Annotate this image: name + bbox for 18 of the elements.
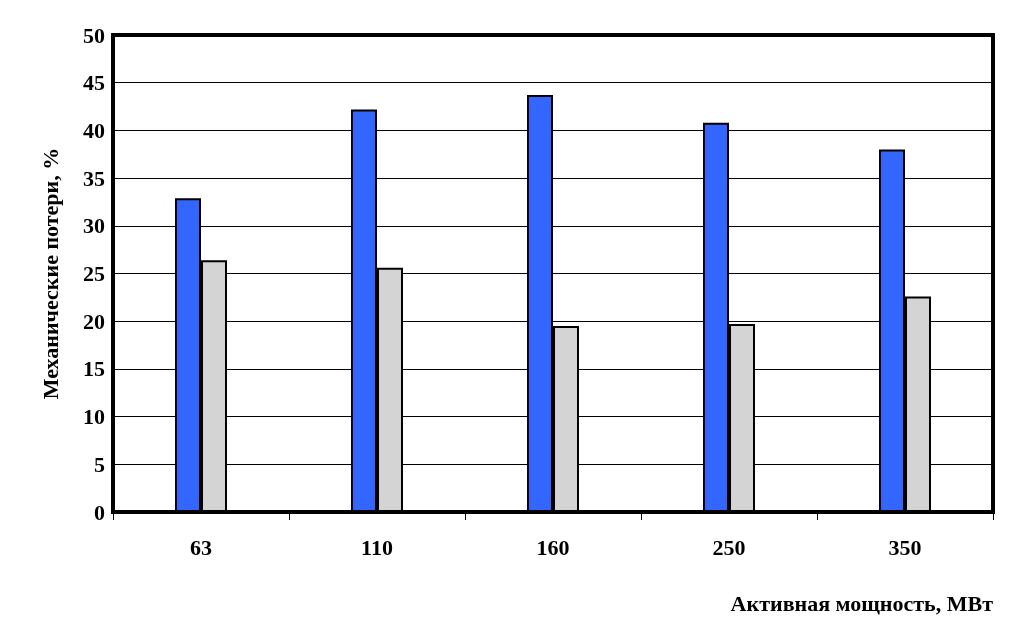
x-tick-label: 63 [190, 534, 212, 560]
y-tick-label: 30 [83, 213, 105, 239]
y-tick-label: 50 [83, 22, 105, 48]
y-tick-label: 45 [83, 70, 105, 96]
x-axis-title: Активная мощность, МВт [730, 590, 994, 616]
y-tick-label: 20 [83, 308, 105, 334]
y-axis-title: Механические потери, % [37, 147, 63, 400]
y-tick-label: 15 [83, 356, 105, 382]
x-tick-label: 250 [712, 534, 746, 560]
y-tick-label: 10 [83, 404, 105, 430]
x-tick-label: 160 [536, 534, 570, 560]
y-tick-label: 40 [83, 117, 105, 143]
y-tick-label: 0 [94, 499, 105, 525]
y-tick-label: 5 [94, 451, 105, 477]
y-tick-label: 35 [83, 165, 105, 191]
x-tick-label: 110 [361, 534, 393, 560]
x-tick-label: 350 [888, 534, 922, 560]
y-tick-label: 25 [83, 261, 105, 286]
